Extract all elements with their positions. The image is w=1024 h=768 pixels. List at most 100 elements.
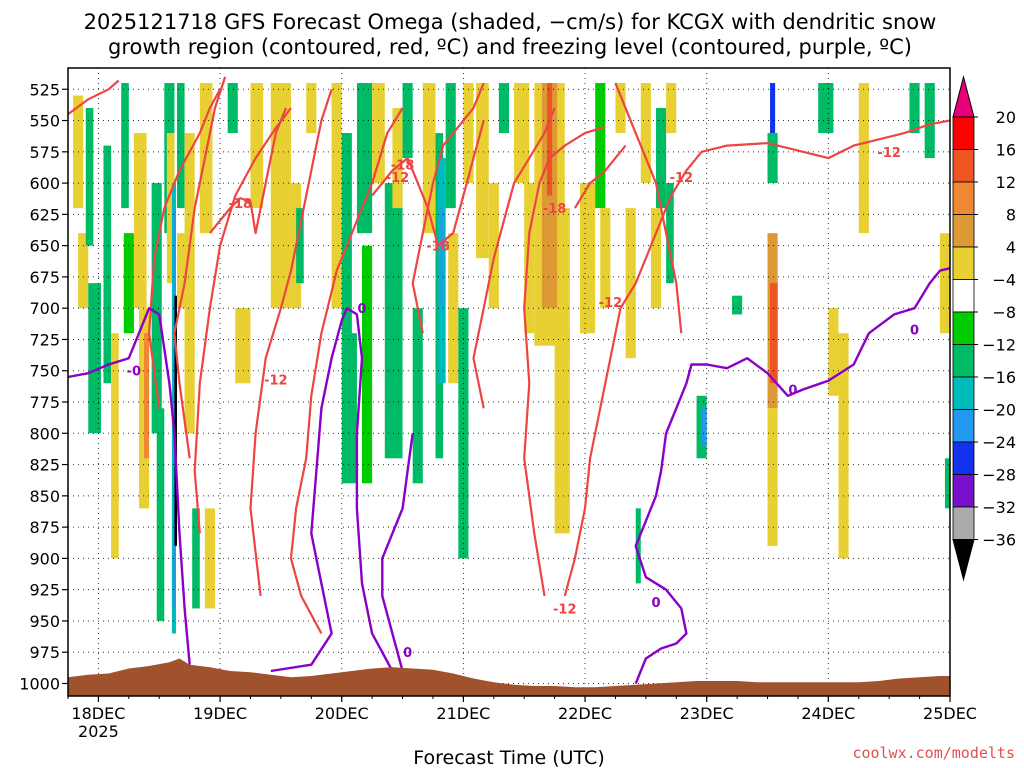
omega-patch: [402, 83, 413, 159]
contour-label: 0: [910, 323, 919, 338]
omega-patch: [579, 183, 596, 334]
omega-patch: [227, 83, 238, 134]
contour-label: -12: [553, 602, 577, 617]
red-contour-line: [173, 76, 227, 459]
colorbar-swatch: [952, 311, 975, 345]
red-contour-line: [472, 107, 556, 409]
omega-patch: [445, 83, 456, 209]
y-tick-label: 725: [29, 330, 60, 349]
colorbar-swatch: [952, 441, 975, 475]
omega-patch: [111, 333, 119, 559]
omega-patch: [732, 295, 743, 315]
chart-title-line-1: 2025121718 GFS Forecast Omega (shaded, −…: [84, 10, 937, 34]
omega-patch: [554, 333, 570, 534]
omega-patch: [362, 245, 373, 484]
omega-patch: [939, 233, 950, 334]
colorbar-top-arrow: [952, 75, 975, 118]
colorbar-swatch: [952, 149, 975, 183]
colorbar-label: −8: [992, 303, 1016, 322]
colorbar-label: −4: [992, 271, 1016, 290]
red-contour-line: [209, 107, 288, 235]
terrain-surface: [68, 658, 950, 696]
contour-label: -18: [391, 158, 415, 173]
colorbar-label: 16: [996, 141, 1016, 160]
omega-patch: [133, 133, 147, 309]
omega-patch: [103, 145, 112, 384]
colorbar-swatch: [952, 116, 975, 150]
omega-patch: [331, 83, 342, 309]
omega-patch: [156, 408, 165, 621]
omega-patch: [356, 83, 373, 234]
omega-patch: [701, 408, 707, 446]
x-tick-label: 23DEC: [680, 704, 734, 723]
y-tick-label: 625: [29, 205, 60, 224]
omega-patch: [838, 333, 849, 559]
omega-patch: [341, 133, 352, 334]
omega-patch: [924, 83, 935, 159]
y-tick-label: 775: [29, 393, 60, 412]
omega-patch: [524, 183, 535, 334]
chart-title-line-2: growth region (contoured, red, ºC) and f…: [108, 35, 912, 59]
omega-patch: [666, 83, 677, 134]
omega-patch: [770, 283, 778, 384]
omega-patch: [770, 83, 776, 134]
terrain-fill: [68, 658, 950, 696]
omega-patch: [562, 208, 570, 359]
colorbar-swatch: [952, 376, 975, 410]
y-tick-label: 1000: [19, 674, 60, 693]
colorbar-label: −36: [982, 531, 1016, 550]
omega-patch: [166, 133, 175, 284]
contour-label: -12: [264, 373, 288, 388]
omega-patch: [595, 83, 606, 209]
omega-patch: [767, 408, 778, 546]
x-tick-label: 18DEC: [71, 704, 125, 723]
omega-patch: [184, 133, 195, 434]
colorbar-label: 20: [996, 108, 1016, 127]
y-tick-label: 750: [29, 362, 60, 381]
omega-patch: [463, 83, 474, 184]
omega-patch: [656, 108, 667, 209]
omega-patch: [635, 508, 641, 584]
contour-label: 0: [788, 384, 797, 399]
y-tick-label: 800: [29, 424, 60, 443]
contour-label: -18: [426, 240, 450, 255]
y-tick-label: 575: [29, 143, 60, 162]
y-tick-label: 675: [29, 268, 60, 287]
x-axis-title: Forecast Time (UTC): [413, 747, 604, 768]
contour-label: 0: [357, 302, 366, 317]
red-contour-line: [573, 144, 627, 209]
y-tick-label: 975: [29, 643, 60, 662]
colorbar-label: 4: [1006, 238, 1016, 257]
omega-patch: [858, 83, 869, 234]
colorbar-swatch: [952, 181, 975, 215]
omega-patch: [640, 83, 651, 184]
y-tick-label: 900: [29, 549, 60, 568]
colorbar-swatch: [952, 214, 975, 248]
red-contour-line: [563, 119, 951, 597]
omega-patch: [176, 233, 188, 309]
red-contour-line: [193, 107, 292, 534]
purple-contour-line: [270, 307, 394, 673]
omega-patch: [392, 108, 403, 209]
dendritic-growth-contours: [67, 76, 951, 635]
x-tick-label: 19DEC: [193, 704, 247, 723]
colorbar-label: −32: [982, 498, 1016, 517]
omega-patch: [174, 295, 177, 546]
x-tick-label: 24DEC: [801, 704, 855, 723]
omega-patch: [85, 108, 94, 246]
red-contour-line: [371, 120, 485, 247]
omega-patch: [384, 183, 403, 459]
purple-contour-line: [381, 433, 414, 672]
contour-label: -18: [229, 197, 253, 212]
colorbar-label: −12: [982, 336, 1016, 355]
colorbar: 20 16 12 8 4 −4 −8 −12 −16 −20 −24 −28 −32 −36: [952, 75, 1016, 582]
colorbar-swatch: [952, 409, 975, 443]
plot-frame: [67, 67, 951, 697]
colorbar-swatch: [952, 344, 975, 378]
purple-contour-line: [634, 267, 951, 684]
omega-patch: [498, 83, 509, 134]
omega-patch: [176, 83, 185, 209]
y-tick-label: 700: [29, 299, 60, 318]
contour-label: -12: [599, 296, 623, 311]
